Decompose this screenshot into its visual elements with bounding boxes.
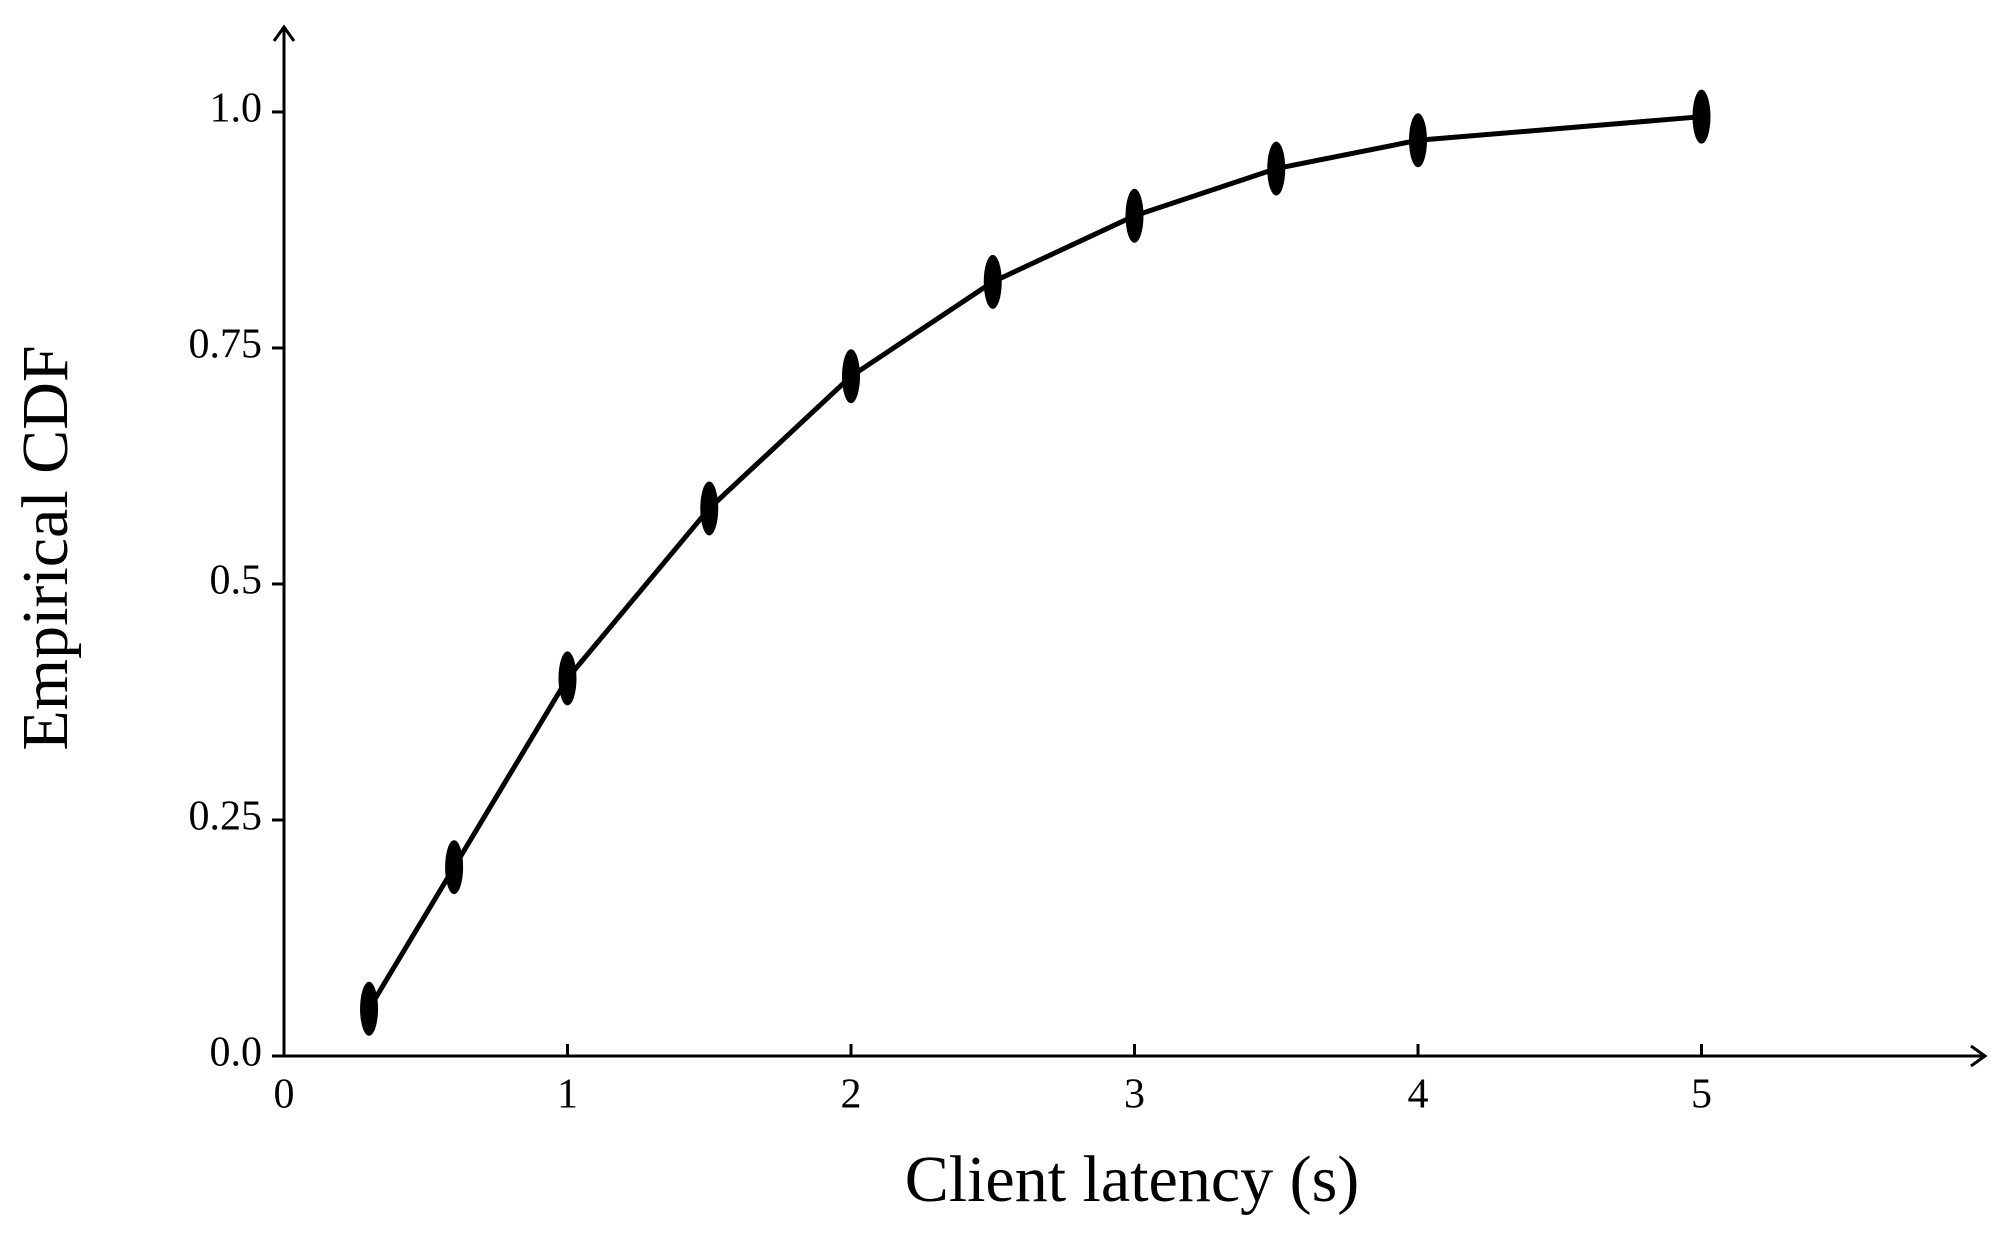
marker [1692, 89, 1711, 144]
marker [1409, 113, 1427, 168]
x-tick-label: 3 [1124, 1072, 1145, 1118]
y-tick-label: 0.25 [189, 794, 263, 840]
marker [842, 349, 860, 404]
x-axis-arrow [1970, 1044, 1988, 1068]
y-tick-label: 0.75 [189, 322, 263, 368]
marker [983, 254, 1002, 309]
marker [1125, 188, 1144, 243]
y-axis-arrow [272, 24, 296, 42]
x-tick-label: 5 [1691, 1072, 1712, 1118]
x-axis-label: Client latency (s) [905, 1143, 1360, 1216]
y-axis-label: Empirical CDF [9, 345, 82, 750]
marker [360, 981, 379, 1036]
y-tick-label: 0.5 [210, 558, 263, 604]
line [366, 114, 1702, 1011]
x-tick-label: 4 [1408, 1072, 1429, 1118]
marker [558, 651, 577, 706]
marker [1267, 141, 1286, 196]
y-tick-label: 1.0 [210, 86, 263, 132]
x-tick-label: 1 [557, 1072, 578, 1118]
x-tick-label: 2 [841, 1072, 862, 1118]
x-tick-label: 0 [274, 1072, 295, 1118]
marker [445, 840, 464, 895]
marker [700, 481, 719, 536]
y-tick-label: 0.0 [210, 1030, 263, 1076]
